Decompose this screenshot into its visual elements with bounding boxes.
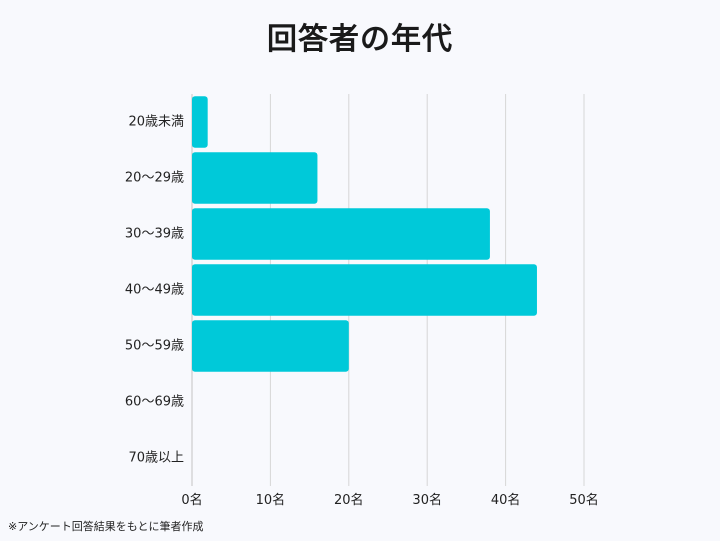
- x-tick-label-2: 20名: [334, 492, 364, 508]
- bars: [192, 96, 537, 372]
- x-tick-label-0: 0名: [181, 492, 202, 508]
- bar-2: [192, 208, 490, 260]
- category-label-6: 70歳以上: [128, 451, 184, 466]
- category-labels: 20歳未満 20〜29歳 30〜39歳 40〜49歳 50〜59歳 60〜69歳 70歳以上: [125, 115, 184, 466]
- bar-3: [192, 264, 537, 316]
- source-footnote: ※アンケート回答結果をもとに筆者作成: [8, 520, 204, 533]
- x-tick-label-4: 40名: [491, 492, 521, 508]
- category-label-1: 20〜29歳: [125, 171, 184, 186]
- category-label-0: 20歳未満: [128, 115, 184, 130]
- bar-4: [192, 320, 349, 372]
- x-tick-label-3: 30名: [412, 492, 442, 508]
- x-tick-label-5: 50名: [569, 492, 599, 508]
- bar-0: [192, 96, 208, 148]
- x-tick-label-1: 10名: [256, 492, 286, 508]
- x-tick-labels: 0名 10名 20名 30名 40名 50名: [181, 492, 598, 508]
- category-label-5: 60〜69歳: [125, 395, 184, 410]
- bar-1: [192, 152, 318, 204]
- category-label-3: 40〜49歳: [125, 283, 184, 298]
- category-label-4: 50〜59歳: [125, 339, 184, 354]
- chart-title: 回答者の年代: [267, 22, 453, 57]
- category-label-2: 30〜39歳: [125, 227, 184, 242]
